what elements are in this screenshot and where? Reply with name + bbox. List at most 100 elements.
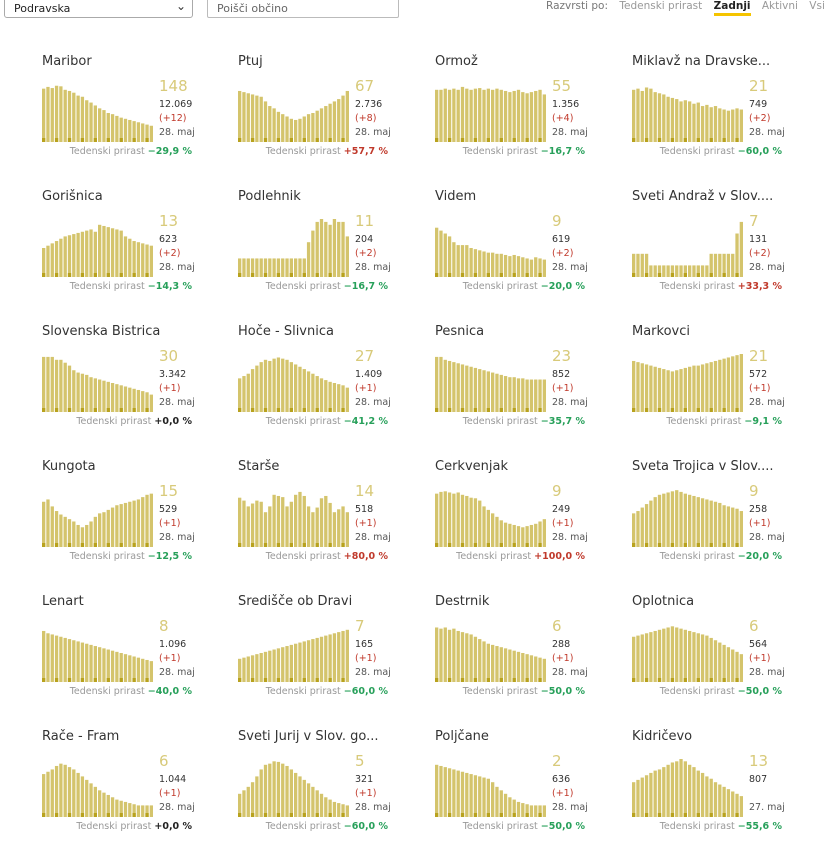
municipality-card[interactable]: Ptuj 67 2.736 (+8) 28. maj Tedenski prirast +5… xyxy=(238,54,418,184)
municipality-card[interactable]: Cerkvenjak 9 249 (+1) 28. maj Tedenski priras… xyxy=(435,459,615,589)
municipality-card[interactable]: Gorišnica 13 623 (+2) 28. maj Tedenski priras… xyxy=(42,189,222,319)
chart-bar xyxy=(250,655,255,682)
daily-delta: (+1) xyxy=(552,518,574,529)
municipality-card[interactable]: Markovci 21 572 (+1) 28. maj Tedenski prirast… xyxy=(632,324,812,454)
weekly-growth-label: Tedenski prirast xyxy=(462,686,538,697)
chart-bar xyxy=(128,803,132,817)
chart-bar xyxy=(72,370,76,412)
mini-bar-chart xyxy=(238,629,349,682)
daily-delta: (+2) xyxy=(159,248,181,259)
sort-option-weekly[interactable]: Tedenski prirast xyxy=(619,0,703,12)
municipality-card[interactable]: Lenart 8 1.096 (+1) 28. maj Tedenski prirast −… xyxy=(42,594,222,724)
chart-bar xyxy=(294,772,298,817)
update-date: 28. maj xyxy=(355,262,391,273)
chart-bar xyxy=(141,497,145,547)
municipality-card[interactable]: Rače - Fram 6 1.044 (+1) 28. maj Tedenski pri… xyxy=(42,729,222,859)
chart-bar xyxy=(465,365,469,412)
municipality-card[interactable]: Sveti Andraž v Slov.... 7 131 (+2) 28. maj Te… xyxy=(632,189,812,319)
municipality-card[interactable]: Oplotnica 6 564 (+1) 28. maj Tedenski prirast… xyxy=(632,594,812,724)
update-date: 28. maj xyxy=(355,397,391,408)
chart-bar xyxy=(696,633,700,682)
chart-bar-new xyxy=(473,678,478,682)
chart-bar xyxy=(521,803,525,817)
chart-bar-new xyxy=(460,543,465,547)
chart-bar xyxy=(93,516,97,547)
search-input[interactable] xyxy=(207,0,399,18)
weekly-growth-label: Tedenski prirast xyxy=(76,821,152,832)
chart-bar-new xyxy=(632,543,636,547)
sort-option-active[interactable]: Aktivni xyxy=(761,0,798,12)
mini-bar-chart xyxy=(435,356,546,412)
chart-bar xyxy=(640,634,644,682)
chart-bar xyxy=(495,253,499,277)
chart-bar xyxy=(145,659,149,682)
chart-bar xyxy=(289,501,293,547)
chart-bar xyxy=(534,805,538,817)
chart-bar xyxy=(649,500,653,547)
municipality-card[interactable]: Poljčane 2 636 (+1) 28. maj Tedenski prirast −… xyxy=(435,729,615,859)
municipality-card[interactable]: Ormož 55 1.356 (+4) 28. maj Tedenski prirast −… xyxy=(435,54,615,184)
chart-bar xyxy=(538,657,542,682)
chart-bar xyxy=(713,501,718,547)
municipality-card[interactable]: Sveta Trojica v Slov.... 9 258 (+1) 28. maj T… xyxy=(632,459,812,589)
municipality-card[interactable]: Hoče - Slivnica 27 1.409 (+1) 28. maj Tedensk… xyxy=(238,324,418,454)
chart-bar xyxy=(298,491,302,547)
municipality-card[interactable]: Destrnik 6 288 (+1) 28. maj Tedenski prirast −… xyxy=(435,594,615,724)
municipality-card[interactable]: Podlehnik 11 204 (+2) 28. maj Tedenski priras… xyxy=(238,189,418,319)
chart-bar xyxy=(255,500,259,547)
chart-bar xyxy=(341,385,345,412)
chart-bar xyxy=(473,775,478,817)
municipality-card[interactable]: Pesnica 23 852 (+1) 28. maj Tedenski prirast −… xyxy=(435,324,615,454)
chart-bar-new xyxy=(106,543,110,547)
municipality-card[interactable]: Središče ob Dravi 7 165 (+1) 28. maj Tedenski… xyxy=(238,594,418,724)
municipality-card[interactable]: Sveti Jurij v Slov. go... 5 321 (+1) 28. maj… xyxy=(238,729,418,859)
chart-bar xyxy=(42,88,46,142)
municipality-name: Maribor xyxy=(42,54,92,69)
chart-bar-new xyxy=(289,678,293,682)
chart-bar xyxy=(486,509,490,547)
sort-option-latest[interactable]: Zadnji xyxy=(713,0,751,16)
chart-bar xyxy=(700,498,705,547)
chart-bar xyxy=(255,776,259,817)
municipality-card[interactable]: Slovenska Bistrica 30 3.342 (+1) 28. maj Tede… xyxy=(42,324,222,454)
chart-bar-new xyxy=(722,273,726,277)
municipality-card[interactable]: Starše 14 518 (+1) 28. maj Tedenski prirast +8… xyxy=(238,459,418,589)
municipality-card[interactable]: Kidričevo 13 807 27. maj Tedenski prirast −55… xyxy=(632,729,812,859)
chart-bar xyxy=(306,114,311,142)
chart-bar xyxy=(722,109,726,142)
chart-bar-new xyxy=(538,678,542,682)
chart-bar xyxy=(255,95,259,142)
weekly-growth-label: Tedenski prirast xyxy=(265,821,341,832)
chart-bar xyxy=(132,388,136,412)
chart-bar-new xyxy=(670,813,675,817)
municipality-card[interactable]: Kungota 15 529 (+1) 28. maj Tedenski prirast −… xyxy=(42,459,222,589)
region-select[interactable]: Podravska ⌄ xyxy=(4,0,193,18)
chart-bar xyxy=(452,493,456,547)
chart-bar xyxy=(42,248,46,277)
chart-bar-new xyxy=(328,813,332,817)
chart-bar xyxy=(302,116,306,142)
total-cases: 518 xyxy=(355,504,374,515)
weekly-growth: Tedenski prirast −20,0 % xyxy=(660,551,782,562)
chart-bar xyxy=(238,658,242,682)
chart-bar xyxy=(670,265,675,277)
municipality-card[interactable]: Miklavž na Dravske... 21 749 (+2) 28. maj Ted… xyxy=(632,54,812,184)
chart-bar xyxy=(263,651,268,682)
municipality-card[interactable]: Videm 9 619 (+2) 28. maj Tedenski prirast −20,… xyxy=(435,189,615,319)
sort-option-all[interactable]: Vsi xyxy=(809,0,825,12)
chart-bar-new xyxy=(145,678,149,682)
chart-bar xyxy=(85,100,89,142)
total-cases: 1.409 xyxy=(355,369,383,380)
chart-bar-new xyxy=(315,138,319,142)
weekly-growth-label: Tedenski prirast xyxy=(69,686,145,697)
total-cases: 165 xyxy=(355,639,374,650)
chart-bar xyxy=(76,772,80,817)
chart-bar xyxy=(141,243,145,277)
chart-bar xyxy=(238,258,242,277)
weekly-growth: Tedenski prirast +0,0 % xyxy=(76,416,192,427)
chart-bar-new xyxy=(683,543,687,547)
chart-bar xyxy=(250,782,255,817)
chart-bar-new xyxy=(525,543,529,547)
municipality-card[interactable]: Maribor 148 12.069 (+12) 28. maj Tedenski pri… xyxy=(42,54,222,184)
chart-bar-new xyxy=(735,273,739,277)
